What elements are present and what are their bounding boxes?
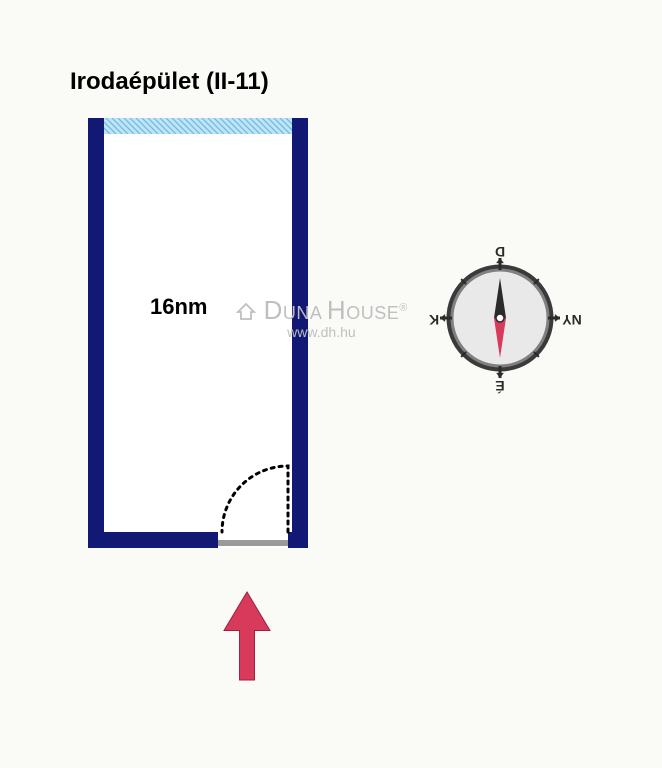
- compass-label-e: NY: [562, 312, 581, 328]
- watermark-url: www.dh.hu: [235, 325, 408, 340]
- entry-arrow-icon: [222, 590, 272, 688]
- wall-left: [88, 118, 104, 548]
- watermark-brand: DUNA HOUSE®: [235, 296, 408, 325]
- watermark: DUNA HOUSE® www.dh.hu: [235, 296, 408, 340]
- plan-title: Irodaépület (II-11): [70, 68, 269, 96]
- compass-rose-icon: D É NY K: [430, 248, 570, 388]
- window-top: [104, 118, 292, 134]
- compass-label-w: K: [429, 312, 439, 328]
- wall-bottom-left: [88, 532, 218, 548]
- door-swing: [220, 464, 290, 534]
- compass-label-s: É: [495, 378, 504, 394]
- door-sill: [218, 540, 288, 546]
- wall-bottom-right: [288, 532, 308, 548]
- room-area-label: 16nm: [150, 294, 207, 320]
- floorplan-canvas: { "title": { "text": "Irodaépület (II-11…: [0, 0, 662, 768]
- compass-label-n: D: [495, 244, 505, 260]
